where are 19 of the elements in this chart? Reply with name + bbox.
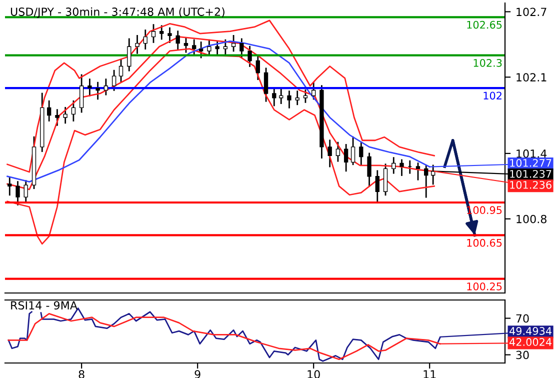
annotation: 101.237: [510, 170, 552, 178]
y-tick-label: 102.7: [516, 8, 546, 16]
y-tick-label: 30: [516, 350, 529, 360]
ref-line-label: 102: [484, 92, 502, 100]
chart-title: RSI14 - 9MA: [11, 301, 78, 310]
ref-line-label: 102.3: [474, 58, 502, 67]
ref-line-label: 102.65: [467, 20, 502, 29]
y-tick-label: 70: [516, 314, 529, 323]
ref-line-label: 100.25: [467, 282, 502, 290]
ref-line-label: 100.65: [467, 238, 502, 247]
annotation: 42.0024: [510, 338, 552, 346]
y-tick-label: 101.4: [516, 149, 547, 158]
annotation: 101.277: [510, 158, 552, 167]
y-tick-label: 100.8: [516, 214, 546, 224]
y-tick-label: 102.1: [516, 73, 546, 82]
chart-title: USD/JPY - 30min - 3:47:48 AM (UTC+2): [10, 7, 224, 18]
x-tick-label: 11: [424, 370, 436, 378]
annotation: 49.4934: [510, 327, 552, 335]
annotation: 101.236: [510, 180, 552, 189]
